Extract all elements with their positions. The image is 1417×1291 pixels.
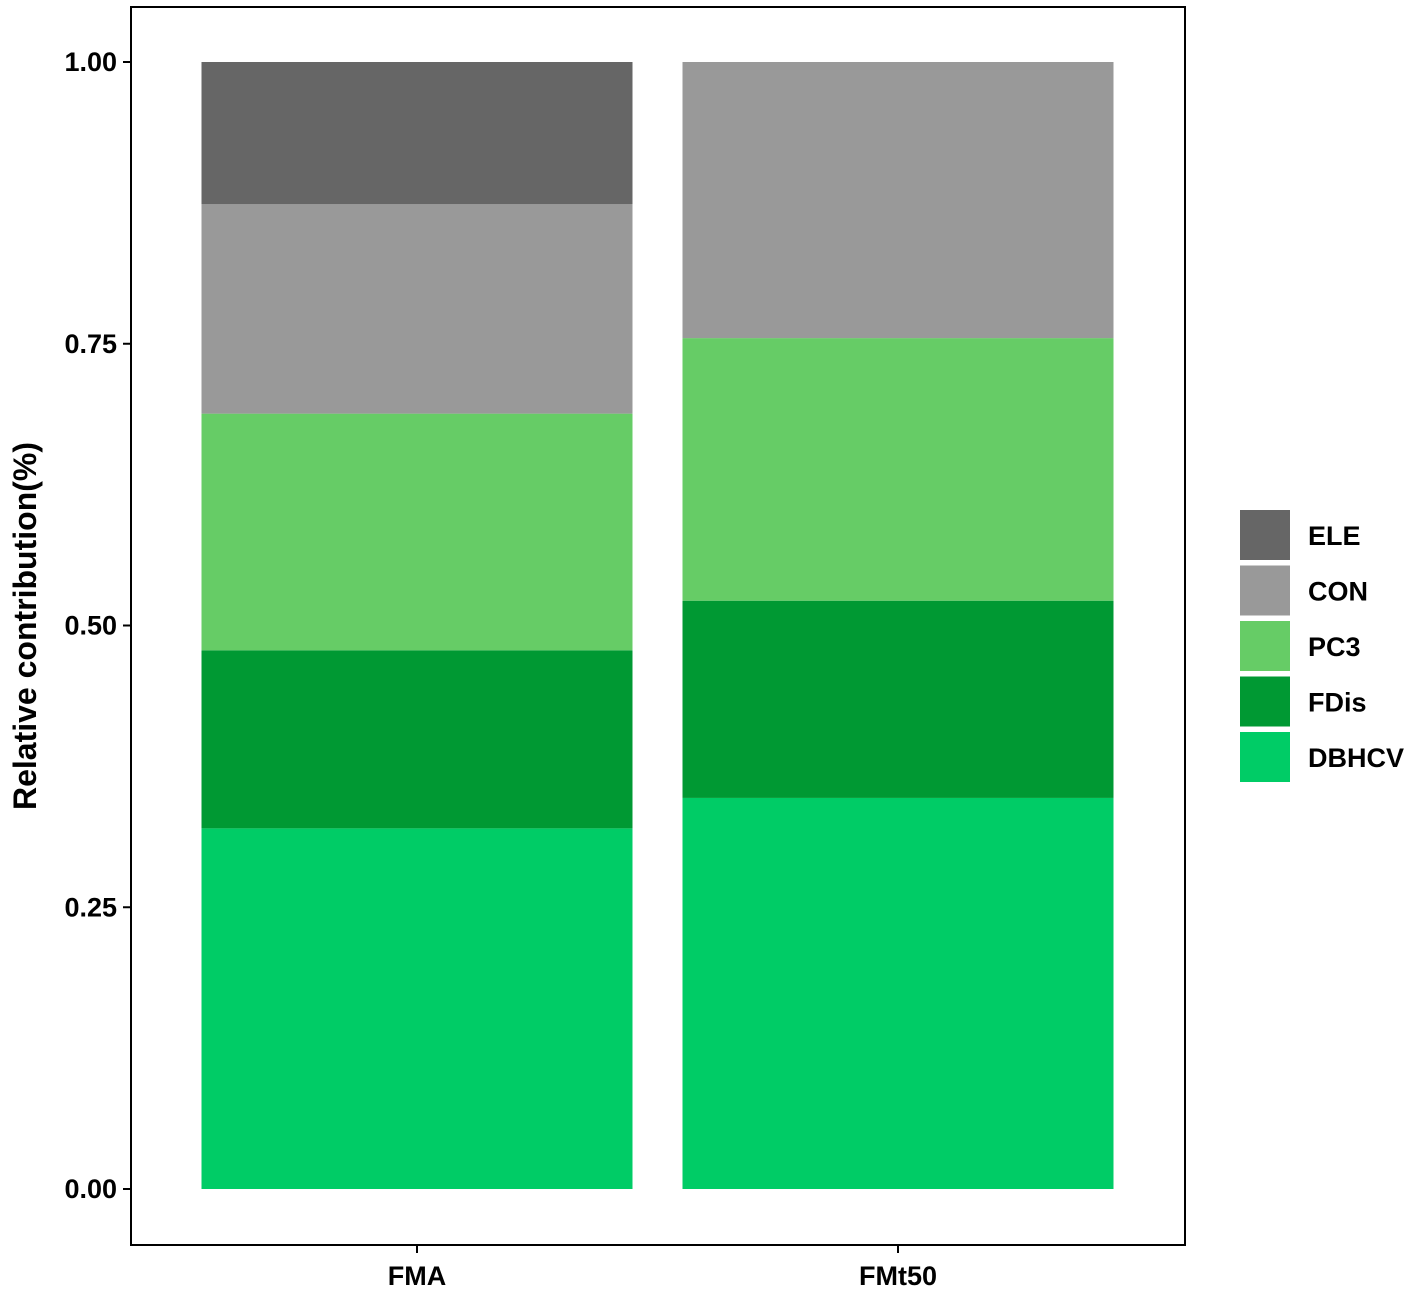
bar-fmt50-con bbox=[682, 62, 1114, 339]
legend-key-ele bbox=[1238, 508, 1292, 562]
legend-label-pc3: PC3 bbox=[1308, 632, 1361, 662]
bar-fmt50-fdis bbox=[682, 600, 1114, 798]
bar-fma-con bbox=[201, 204, 633, 414]
y-tick-label: 0.50 bbox=[64, 611, 117, 641]
y-axis: 0.00 0.25 0.50 0.75 1.00 bbox=[64, 47, 131, 1204]
legend-key-con bbox=[1238, 563, 1292, 618]
bar-fmt50-dbhcv bbox=[682, 797, 1114, 1189]
legend: ELE CON PC3 FDis DBHCV bbox=[1238, 508, 1404, 784]
bar-fma-dbhcv bbox=[201, 828, 633, 1189]
legend-key-pc3 bbox=[1238, 619, 1292, 673]
bars-layer bbox=[201, 62, 1114, 1189]
bar-fma-fdis bbox=[201, 650, 633, 829]
bar-fma-pc3 bbox=[201, 413, 633, 651]
x-axis: FMA FMt50 bbox=[388, 1245, 937, 1291]
y-tick-label: 1.00 bbox=[64, 47, 117, 77]
y-tick-label: 0.25 bbox=[64, 892, 117, 922]
x-tick-label: FMA bbox=[388, 1261, 446, 1291]
legend-label-dbhcv: DBHCV bbox=[1308, 743, 1404, 773]
legend-key-fdis bbox=[1238, 674, 1292, 729]
y-tick-label: 0.75 bbox=[64, 329, 117, 359]
legend-label-ele: ELE bbox=[1308, 521, 1361, 551]
bar-fma-ele bbox=[201, 62, 633, 205]
bar-fmt50-pc3 bbox=[682, 338, 1114, 601]
y-axis-title: Relative contribution(%) bbox=[7, 442, 43, 810]
x-tick-label: FMt50 bbox=[859, 1261, 937, 1291]
legend-label-fdis: FDis bbox=[1308, 688, 1367, 718]
y-tick-label: 0.00 bbox=[64, 1174, 117, 1204]
legend-label-con: CON bbox=[1308, 577, 1368, 607]
legend-key-dbhcv bbox=[1238, 730, 1292, 784]
